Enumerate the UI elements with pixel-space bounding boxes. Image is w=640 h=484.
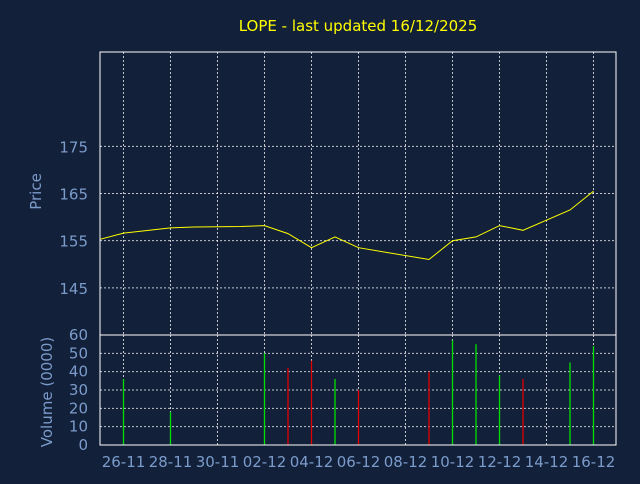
x-tick-label: 28-11 [149,453,193,471]
volume-tick-label: 40 [69,363,88,381]
volume-tick-label: 30 [69,381,88,399]
volume-axis-label: Volume (0000) [38,337,56,447]
price-tick-label: 175 [59,138,88,156]
volume-tick-label: 0 [78,436,88,454]
x-tick-label: 26-11 [102,453,146,471]
price-tick-label: 145 [59,280,88,298]
chart-title: LOPE - last updated 16/12/2025 [239,17,478,35]
volume-panel-frame [99,334,617,446]
x-tick-label: 04-12 [290,453,334,471]
volume-tick-label: 20 [69,399,88,417]
volume-tick-label: 60 [69,326,88,344]
x-tick-label: 06-12 [337,453,381,471]
x-tick-label: 08-12 [384,453,428,471]
price-line [99,190,594,261]
x-tick-label: 02-12 [243,453,287,471]
x-tick-label: 10-12 [431,453,475,471]
x-tick-label: 16-12 [572,453,616,471]
x-tick-label: 14-12 [525,453,569,471]
price-tick-label: 165 [59,186,88,204]
price-tick-label: 155 [59,233,88,251]
price-axis-label: Price [27,173,45,210]
volume-tick-label: 10 [69,418,88,436]
x-tick-label: 12-12 [478,453,522,471]
x-tick-label: 30-11 [196,453,240,471]
volume-tick-label: 50 [69,344,88,362]
